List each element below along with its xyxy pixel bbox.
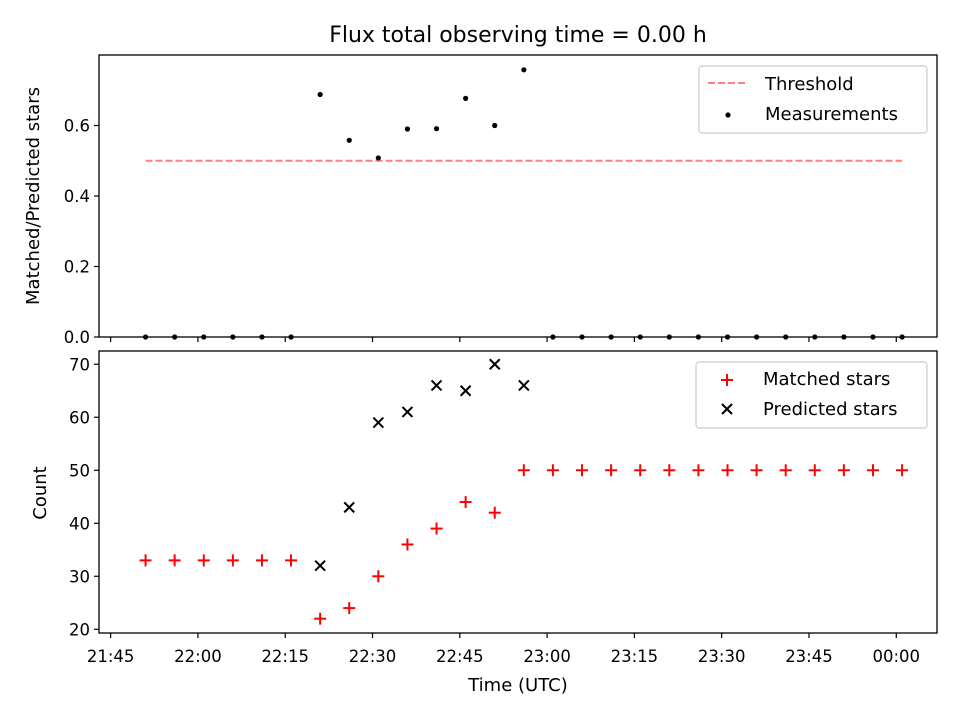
measurement-point (346, 137, 352, 143)
count-axes-frame (98, 350, 938, 634)
count-legend-box (695, 361, 928, 429)
measurement-point (433, 126, 440, 132)
matched-star-point (401, 538, 414, 551)
x-tick-label: 22:45 (436, 647, 484, 666)
y-tick-label: 0.6 (64, 117, 90, 136)
matched-star-point (488, 506, 501, 519)
predicted-stars-legend-swatch (721, 403, 733, 415)
matched-star-point (255, 554, 268, 567)
matched-star-point (314, 612, 327, 625)
count-panel: 20 30 40 50 60 70 21:45 22:00 22:15 22:30 22:45 23… (30, 350, 938, 696)
predicted-star-point (343, 501, 355, 514)
x-tick-label: 23:45 (785, 647, 833, 666)
predicted-star-point (518, 379, 530, 392)
y-tick-label: 0.0 (64, 328, 90, 347)
measurements-legend-label: Measurements (765, 104, 898, 125)
y-tick-label: 40 (69, 514, 90, 533)
predicted-star-point (401, 406, 414, 418)
x-tick-label: 23:30 (698, 647, 746, 666)
measurement-point (463, 95, 469, 101)
y-tick-label: 60 (69, 408, 90, 427)
matched-star-point (866, 464, 879, 477)
threshold-legend-label: Threshold (764, 74, 854, 95)
matched-star-point (343, 602, 356, 615)
measurement-point (492, 122, 498, 129)
count-y-ticks: 20 30 40 50 60 70 (69, 355, 99, 639)
x-tick-label: 00:00 (872, 647, 920, 666)
predicted-star-point (314, 559, 326, 572)
predicted-star-point (372, 416, 385, 429)
x-axis-label: Time (UTC) (467, 675, 568, 696)
ratio-x-ticks (110, 337, 897, 342)
ratio-panel: 0.0 0.2 0.4 0.6 Matched/Predicted stars Thr… (23, 54, 938, 347)
y-tick-label: 30 (69, 567, 90, 586)
matched-star-point (663, 464, 676, 477)
count-plot-area (139, 358, 909, 625)
ratio-legend: Threshold Measurements (698, 65, 928, 134)
x-tick-label: 23:00 (523, 647, 571, 666)
x-tick-label: 22:30 (349, 647, 397, 666)
measurement-point (317, 91, 323, 98)
matched-star-point (372, 570, 385, 583)
chart-title: Flux total observing time = 0.00 h (329, 23, 707, 48)
matched-star-point (546, 464, 559, 477)
predicted-star-point (459, 385, 472, 397)
matched-star-point (430, 522, 443, 535)
matched-star-point (779, 464, 792, 477)
matched-star-point (750, 464, 763, 477)
measurements-legend-swatch (725, 112, 731, 118)
matched-star-point (721, 464, 734, 477)
matched-star-point (576, 464, 589, 477)
matched-star-point (692, 464, 705, 477)
x-tick-label: 22:00 (174, 647, 222, 666)
ratio-y-axis-label: Matched/Predicted stars (23, 87, 44, 305)
measurement-point (375, 155, 381, 161)
count-legend: Matched stars Predicted stars (695, 361, 928, 429)
x-tick-label: 22:15 (261, 647, 309, 666)
predicted-star-point (430, 379, 443, 392)
predicted-stars-legend-label: Predicted stars (763, 399, 897, 420)
matched-star-point (459, 496, 472, 509)
y-tick-label: 70 (69, 355, 90, 374)
matched-star-point (168, 554, 181, 567)
predicted-star-point (489, 358, 501, 370)
y-tick-label: 0.4 (64, 187, 90, 206)
x-tick-label: 23:15 (611, 647, 659, 666)
matched-star-point (226, 554, 239, 567)
matched-stars-legend-label: Matched stars (763, 369, 890, 390)
matched-stars-legend-swatch (721, 374, 733, 386)
count-y-axis-label: Count (30, 466, 51, 519)
matched-star-point (285, 554, 298, 567)
matched-star-point (517, 464, 530, 477)
matched-star-point (139, 554, 152, 567)
matched-star-point (634, 464, 647, 477)
ratio-legend-box (698, 65, 928, 134)
measurement-point (521, 67, 527, 73)
matched-star-point (605, 464, 618, 477)
measurement-point (404, 126, 411, 132)
count-x-ticks: 21:45 22:00 22:15 22:30 22:45 23:00 23:15 23:30… (87, 633, 920, 666)
y-tick-label: 0.2 (64, 258, 90, 277)
matched-star-point (197, 554, 210, 567)
y-tick-label: 20 (69, 620, 90, 639)
matched-star-point (837, 464, 850, 477)
matched-star-point (896, 464, 909, 477)
ratio-y-ticks: 0.0 0.2 0.4 0.6 (64, 117, 99, 347)
y-tick-label: 50 (69, 461, 90, 480)
matched-star-point (808, 464, 821, 477)
x-tick-label: 21:45 (87, 647, 135, 666)
